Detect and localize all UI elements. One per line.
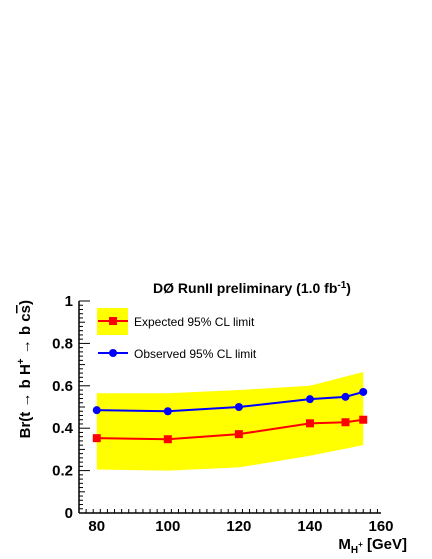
expected-limit-point bbox=[163, 435, 172, 444]
y-axis-title: Br(t → b H+ → b cs) bbox=[16, 300, 34, 438]
axes-layer bbox=[78, 300, 381, 514]
legend: Expected 95% CL limit Observed 95% CL lim… bbox=[97, 308, 257, 361]
y-axis-title-s-bar: s bbox=[17, 305, 34, 313]
x-axis-title-subscript-sup: + bbox=[358, 540, 363, 549]
observed-limit-point bbox=[163, 407, 172, 416]
x-tick-label: 120 bbox=[226, 518, 251, 535]
legend-expected-marker bbox=[109, 317, 117, 325]
x-axis-title: MH+ [GeV] bbox=[338, 536, 407, 556]
y-tick-label: 0.2 bbox=[52, 463, 73, 480]
x-tick-label: 80 bbox=[88, 518, 105, 535]
x-axis-title-m: M bbox=[338, 536, 351, 553]
y-tick-label: 0.8 bbox=[52, 335, 73, 352]
y-axis-title-arrow-1: → bbox=[17, 393, 34, 408]
expected-limit-band-layer bbox=[96, 372, 364, 471]
expected-limit-point bbox=[341, 418, 350, 427]
expected-limit-point bbox=[92, 434, 101, 443]
observed-limit-point bbox=[359, 387, 368, 396]
legend-observed-marker bbox=[109, 349, 117, 357]
y-tick-label: 1 bbox=[65, 293, 73, 310]
chart-title-superscript: -1 bbox=[337, 280, 346, 291]
legend-observed-label: Observed 95% CL limit bbox=[134, 347, 257, 361]
x-axis-title-subscript: H bbox=[351, 545, 358, 556]
x-axis-title-end: [GeV] bbox=[363, 536, 407, 553]
observed-limit-point bbox=[341, 392, 350, 401]
legend-expected-label: Expected 95% CL limit bbox=[134, 315, 255, 329]
x-tick-label: 100 bbox=[155, 518, 180, 535]
chart-title-end: ) bbox=[346, 280, 351, 296]
observed-limit-point bbox=[234, 403, 243, 411]
y-tick-label: 0.4 bbox=[52, 420, 74, 437]
y-axis-title-close: ) bbox=[17, 300, 34, 305]
series-layer bbox=[92, 387, 368, 444]
expected-limit-point bbox=[234, 430, 243, 439]
observed-limit-point bbox=[92, 406, 101, 415]
expected-limit-point bbox=[359, 415, 368, 424]
y-tick-label: 0 bbox=[65, 505, 73, 522]
y-axis-title-part-2: b H bbox=[17, 364, 34, 392]
y-axis-title-part-0: Br(t bbox=[17, 408, 34, 439]
observed-limit-point bbox=[305, 395, 314, 404]
chart-title: DØ RunII preliminary (1.0 fb-1) bbox=[153, 280, 351, 296]
y-axis-title-part-6: b c bbox=[17, 313, 34, 339]
y-axis-title-arrow-2: → bbox=[17, 339, 34, 354]
y-tick-label: 0.6 bbox=[52, 378, 73, 395]
tick-label-layer: 80 100 120 140 160 0 0.2 0.4 0.6 0.8 1 bbox=[52, 293, 393, 535]
expected-limit-band bbox=[96, 372, 364, 471]
y-axis-title-superscript: + bbox=[16, 358, 27, 364]
x-tick-label: 160 bbox=[368, 518, 393, 535]
x-tick-label: 140 bbox=[297, 518, 322, 535]
chart-title-text: DØ RunII preliminary (1.0 fb bbox=[153, 280, 337, 296]
expected-limit-point bbox=[305, 419, 314, 428]
